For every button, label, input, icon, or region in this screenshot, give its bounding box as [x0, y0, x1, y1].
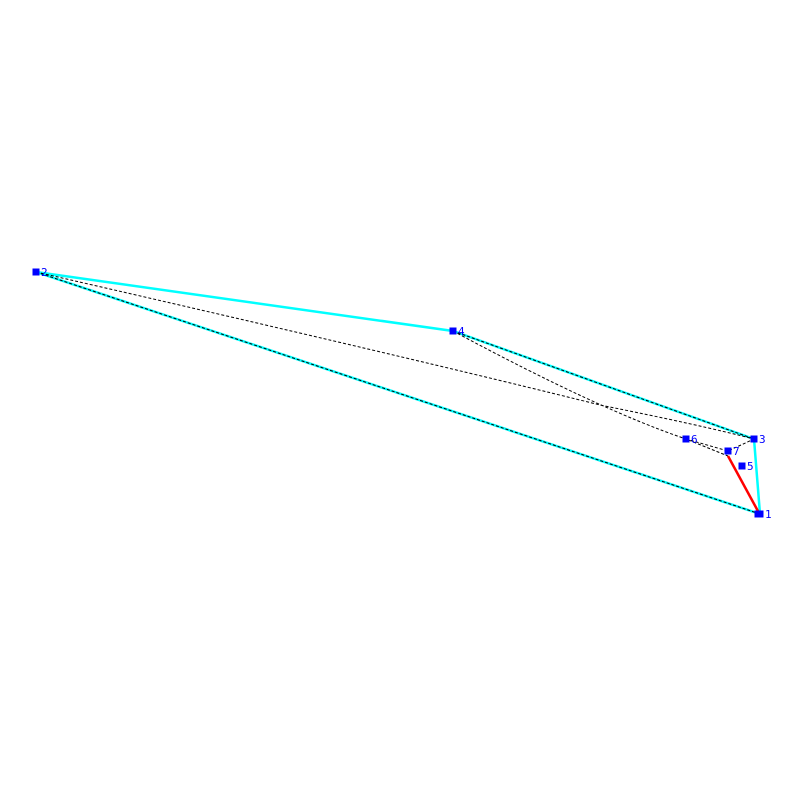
node-marker [32, 268, 40, 276]
node-marker [449, 327, 457, 335]
node-marker [754, 510, 762, 518]
node-marker [682, 435, 690, 443]
dashed-edge [685, 438, 755, 452]
node-label: 6 [691, 433, 698, 446]
node-label: 2 [41, 266, 48, 279]
node-marker [724, 447, 732, 455]
dashed-edge [452, 330, 755, 440]
nodes: 1 2 3 4 5 6 7 [32, 266, 772, 521]
node-label: 3 [759, 433, 766, 446]
dashed-edge [35, 271, 755, 440]
node-label: 7 [733, 445, 740, 458]
node-marker [750, 435, 758, 443]
node-label: 5 [747, 460, 754, 473]
node-label: 4 [458, 325, 465, 338]
dashed-edge [35, 271, 761, 515]
red-edge [726, 455, 761, 514]
node-marker [738, 462, 746, 470]
dashed-edge [452, 330, 729, 457]
node-label: 1 [765, 508, 772, 521]
